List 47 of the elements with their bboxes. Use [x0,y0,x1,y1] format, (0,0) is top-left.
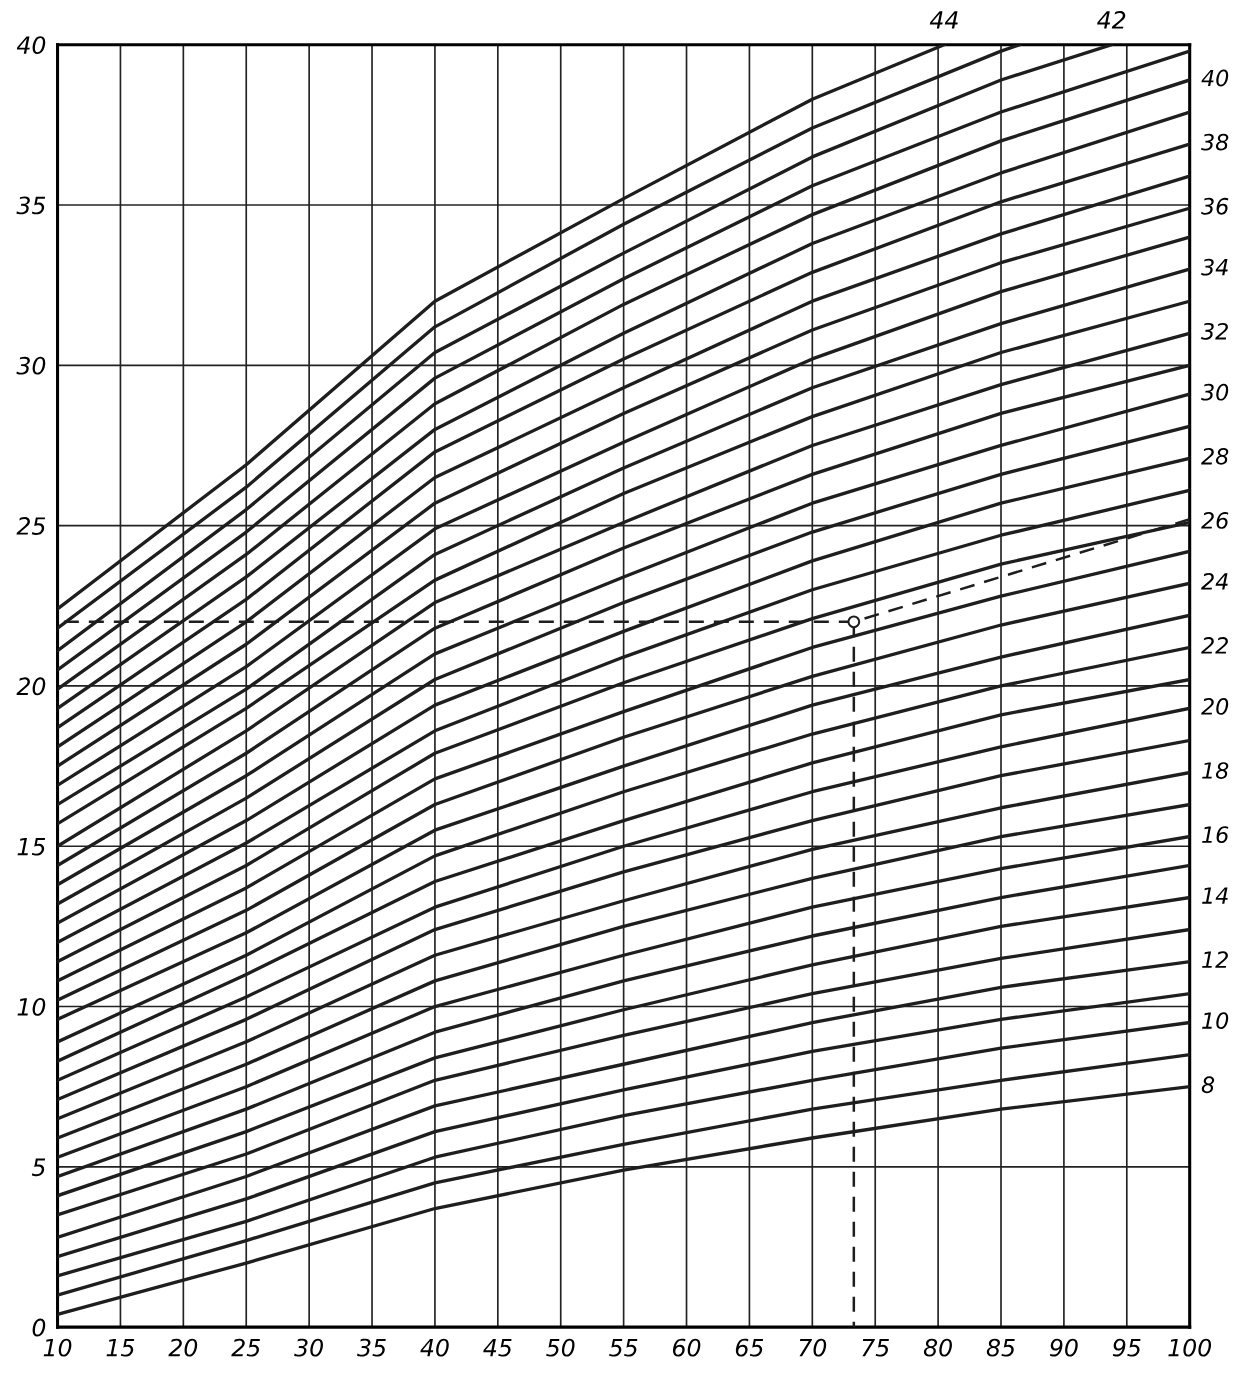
series-label: 16 [1202,826,1229,844]
y-tick-label: 40 [16,36,46,55]
y-tick-label: 25 [16,517,46,535]
series-label: 20 [1201,698,1229,715]
x-tick-label: 30 [294,1338,323,1357]
x-tick-label: 95 [1112,1338,1141,1357]
x-tick-label: 45 [483,1338,512,1357]
series-label: 26 [1201,512,1229,529]
series-label: 10 [1202,1012,1229,1030]
x-tick-label: 75 [862,1338,889,1357]
x-tick-label: 15 [106,1338,135,1357]
series-label: 36 [1201,197,1229,215]
series-label: 14 [1202,887,1228,904]
x-tick-label: 90 [1049,1338,1078,1357]
x-tick-label: 65 [735,1338,764,1357]
y-tick-label: 10 [17,997,46,1016]
series-label: 28 [1201,447,1229,465]
series-label: 22 [1201,637,1228,654]
series-label: 24 [1201,572,1228,590]
x-tick-label: 50 [546,1338,575,1357]
x-tick-label: 85 [986,1338,1015,1357]
y-tick-label: 0 [32,1318,46,1337]
series-label: 18 [1202,762,1229,779]
series-label: 12 [1202,951,1228,968]
series-label: 38 [1201,133,1229,151]
x-tick-label: 100 [1168,1338,1212,1357]
y-tick-label: 15 [17,837,46,856]
x-tick-label: 70 [799,1338,827,1357]
x-tick-label: 35 [357,1338,386,1357]
series-label: 34 [1201,258,1228,276]
x-tick-label: 20 [168,1338,198,1357]
x-tick-label: 25 [231,1338,260,1357]
x-tick-label: 80 [923,1338,952,1357]
series-label: 8 [1201,1076,1215,1094]
x-tick-label: 55 [609,1338,638,1357]
x-tick-label: 10 [43,1338,72,1357]
x-tick-label: 60 [672,1338,701,1357]
y-tick-label: 30 [16,356,46,375]
series-label: 44 [929,11,958,29]
series-label: 40 [1201,69,1229,87]
x-tick-label: 40 [420,1338,449,1357]
series-label: 32 [1201,322,1228,340]
series-label: 42 [1097,11,1126,29]
y-tick-label: 5 [31,1158,46,1177]
y-tick-label: 35 [16,196,46,215]
series-label: 30 [1201,383,1229,401]
y-tick-label: 20 [16,677,46,696]
